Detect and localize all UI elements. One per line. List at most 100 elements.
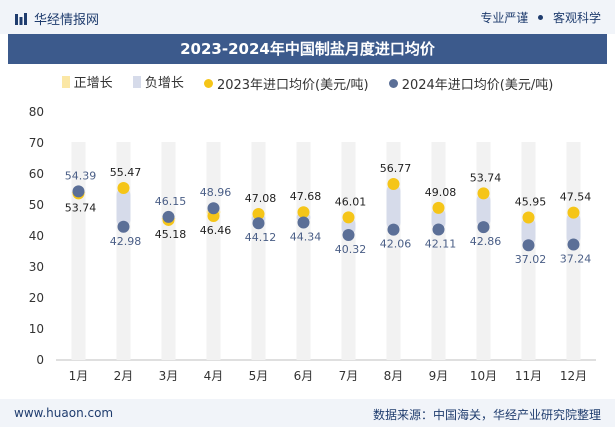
y-tick-label: 10 (29, 322, 44, 336)
y-tick-label: 80 (29, 105, 44, 119)
column-bg (251, 142, 266, 360)
point-2023 (387, 178, 400, 191)
x-tick-label: 12月 (560, 369, 587, 383)
footer-site: www.huaon.com (14, 406, 114, 420)
legend-label-2023: 2023年进口均价(美元/吨) (216, 77, 369, 93)
data-label-2023: 46.01 (335, 195, 367, 208)
point-2023 (522, 211, 535, 224)
legend-dot-2023 (203, 78, 213, 88)
data-label-2024: 42.86 (470, 235, 502, 248)
x-tick-label: 4月 (204, 369, 224, 383)
column-bg (431, 142, 446, 360)
x-tick-label: 1月 (69, 369, 89, 383)
point-2023 (342, 211, 355, 224)
x-tick-label: 3月 (159, 369, 179, 383)
range-bar (521, 217, 536, 246)
data-label-2023: 47.08 (245, 192, 277, 205)
range-bar (116, 188, 131, 227)
legend: 正增长 负增长 2023年进口均价(美元/吨) 2024年进口均价(美元/吨) (0, 72, 615, 93)
point-2024 (117, 220, 130, 233)
point-2024 (477, 221, 490, 234)
point-2023 (432, 201, 445, 214)
x-tick-label: 2月 (114, 369, 134, 383)
data-label-2024: 44.34 (290, 231, 322, 244)
point-2024 (522, 239, 535, 252)
data-label-2024: 54.39 (65, 169, 97, 182)
range-bar (476, 193, 491, 228)
range-bar (386, 184, 401, 230)
x-tick-label: 11月 (515, 369, 542, 383)
legend-label-positive: 正增长 (73, 76, 113, 91)
legend-item-positive: 正增长 (61, 72, 113, 91)
footer: www.huaon.com 数据来源：中国海关，华经产业研究院整理 (0, 399, 615, 427)
footer-source: 数据来源：中国海关，华经产业研究院整理 (372, 408, 601, 422)
data-label-2023: 47.68 (290, 190, 322, 203)
data-label-2023: 47.54 (560, 191, 592, 204)
data-label-2024: 42.06 (380, 238, 412, 251)
data-label-2024: 37.02 (515, 253, 547, 266)
data-label-2024: 42.11 (425, 237, 457, 250)
point-2024 (162, 210, 175, 223)
brand-logo-icon (15, 12, 27, 25)
chart-title: 2023-2024年中国制盐月度进口均价 (180, 40, 435, 58)
point-2024 (387, 223, 400, 236)
point-2023 (297, 206, 310, 219)
point-2023 (117, 182, 130, 195)
tagline: 专业严谨 客观科学 (480, 9, 601, 26)
data-label-2023: 56.77 (380, 162, 412, 175)
dot-separator-icon (538, 15, 544, 20)
y-tick-label: 0 (36, 353, 44, 367)
data-label-2024: 37.24 (560, 253, 592, 266)
legend-item-2024: 2024年进口均价(美元/吨) (388, 74, 554, 93)
legend-label-negative: 负增长 (144, 76, 184, 91)
legend-dot-2024 (388, 78, 398, 88)
column-bg (206, 142, 221, 360)
data-label-2023: 45.18 (155, 228, 187, 241)
legend-item-negative: 负增长 (132, 72, 184, 91)
x-tick-label: 6月 (294, 369, 314, 383)
range-bar (431, 207, 446, 230)
y-tick-label: 50 (29, 198, 44, 212)
data-label-2023: 53.74 (470, 171, 502, 184)
legend-item-2023: 2023年进口均价(美元/吨) (203, 74, 369, 93)
x-tick-label: 5月 (249, 369, 269, 383)
point-2024 (207, 202, 220, 215)
data-label-2024: 46.15 (155, 195, 187, 208)
point-2024 (342, 229, 355, 242)
point-2024 (252, 217, 265, 230)
column-bg (566, 142, 581, 360)
column-bg (341, 142, 356, 360)
data-label-2023: 55.47 (110, 166, 142, 179)
data-label-2024: 40.32 (335, 243, 367, 256)
y-tick-label: 40 (29, 229, 44, 243)
top-bar: 华经情报网 专业严谨 客观科学 (0, 0, 615, 34)
data-label-2024: 42.98 (110, 235, 142, 248)
legend-swatch-positive (61, 75, 70, 88)
point-2024 (72, 185, 85, 198)
x-tick-label: 10月 (470, 369, 497, 383)
brand-name: 华经情报网 (34, 13, 100, 28)
column-bg (296, 142, 311, 360)
data-label-2023: 49.08 (425, 186, 457, 199)
data-label-2023: 46.46 (200, 224, 232, 237)
legend-label-2024: 2024年进口均价(美元/吨) (401, 77, 554, 93)
point-2023 (567, 206, 580, 219)
range-bar (566, 212, 581, 245)
brand: 华经情报网 (14, 9, 99, 28)
y-tick-label: 20 (29, 291, 44, 305)
data-label-2024: 44.12 (245, 231, 277, 244)
x-tick-label: 8月 (384, 369, 404, 383)
point-2023 (477, 187, 490, 200)
legend-swatch-negative (132, 75, 141, 88)
title-bar: 2023-2024年中国制盐月度进口均价 (8, 34, 607, 64)
column-bg (161, 142, 176, 360)
point-2024 (567, 238, 580, 251)
x-tick-label: 9月 (429, 369, 449, 383)
data-label-2023: 53.74 (65, 201, 97, 214)
x-tick-label: 7月 (339, 369, 359, 383)
y-tick-label: 70 (29, 136, 44, 150)
point-2024 (297, 216, 310, 229)
point-2023 (252, 208, 265, 221)
tagline-b: 客观科学 (552, 11, 601, 25)
